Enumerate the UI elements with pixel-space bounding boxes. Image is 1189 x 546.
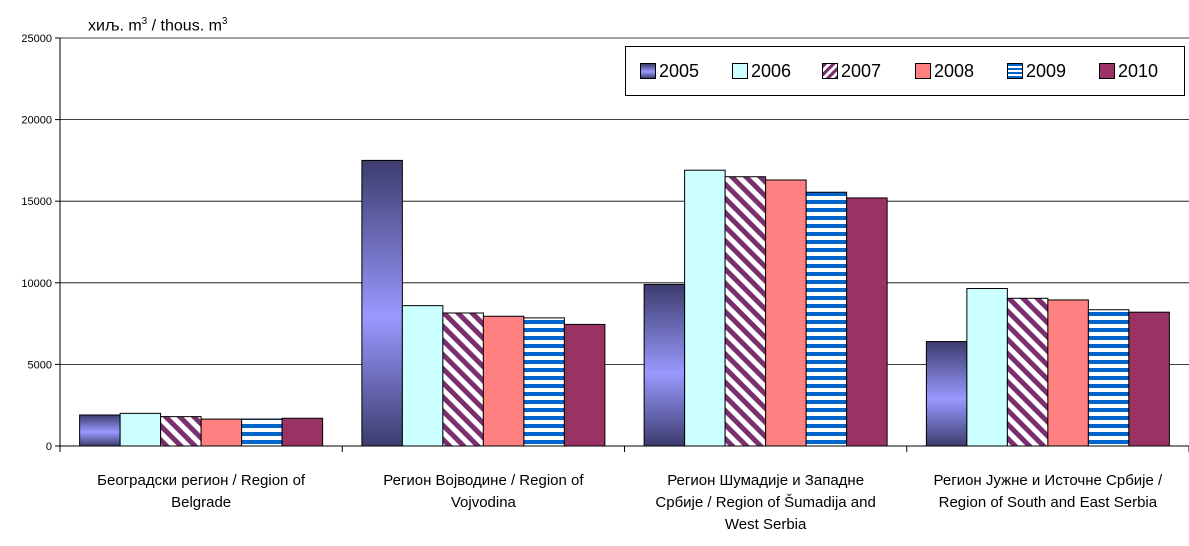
axes — [55, 37, 1189, 452]
legend-item-2010: 2010 — [1099, 61, 1158, 81]
legend-item-2007: 2007 — [822, 61, 881, 81]
legend-label: 2009 — [1026, 60, 1067, 81]
bar-2007-cat-3 — [1006, 297, 1049, 447]
x-category-label-line: Регион Јужне и Источне Србије / — [933, 472, 1163, 489]
bar-2006-cat-0 — [119, 412, 162, 447]
x-category-label: Београдски регион / Region of Belgrade — [66, 470, 336, 514]
y-tick-label: 10000 — [21, 278, 52, 290]
x-category-label-line: Београдски регион / Region of — [97, 472, 306, 489]
x-category-label-line: Регион Војводине / Region of — [383, 472, 584, 489]
legend-swatch — [1099, 63, 1115, 79]
y-tick-label: 5000 — [28, 359, 52, 371]
x-category-label-line: Belgrade — [171, 494, 232, 511]
bar-2005-cat-0 — [79, 414, 121, 447]
bar-2006-cat-3 — [966, 288, 1008, 447]
y-tick-labels: 0 5000 10000 15000 20000 25000 — [21, 33, 52, 453]
x-category-label: Регион Шумадије и Западне Србије / Region… — [631, 470, 901, 536]
y-tick-label: 15000 — [21, 196, 52, 208]
bar-2008-cat-3 — [1047, 299, 1089, 447]
bar-2007-cat-2 — [724, 176, 767, 447]
legend-swatch — [915, 63, 931, 79]
legend-label: 2005 — [659, 60, 700, 81]
bar-2005-cat-2 — [643, 283, 686, 447]
x-category-label-line: West Serbia — [724, 516, 807, 533]
y-tick-label: 20000 — [21, 115, 52, 127]
legend-swatch — [640, 63, 656, 79]
legend: 2005 2006 2007 2008 2009 2010 — [625, 46, 1185, 96]
legend-label: 2006 — [751, 60, 792, 81]
y-axis-label: хиљ. m3 / thous. m3 — [88, 16, 228, 35]
bar-2009-cat-2 — [805, 191, 848, 447]
bar-2005-cat-1 — [361, 159, 403, 447]
legend-label: 2007 — [841, 60, 882, 81]
bar-2006-cat-2 — [684, 169, 726, 447]
bar-2005-cat-3 — [925, 341, 968, 447]
bar-2009-cat-3 — [1087, 309, 1130, 447]
y-tick-label: 0 — [46, 441, 52, 453]
legend-label: 2010 — [1118, 60, 1159, 81]
bar-2010-cat-3 — [1128, 311, 1170, 447]
x-category-label: Регион Јужне и Источне Србије / Region of… — [913, 470, 1183, 514]
legend-swatch — [1007, 63, 1023, 79]
legend-item-2005: 2005 — [640, 61, 699, 81]
bar-2010-cat-2 — [846, 197, 888, 447]
legend-label: 2008 — [934, 60, 975, 81]
x-category-label-line: Region of South and East Serbia — [938, 494, 1158, 511]
bar-2008-cat-2 — [765, 179, 807, 447]
legend-swatch — [732, 63, 748, 79]
bar-2010-cat-1 — [563, 323, 606, 447]
legend-item-2008: 2008 — [915, 61, 974, 81]
x-category-label: Регион Војводине / Region of Vojvodina — [348, 470, 618, 514]
bar-2010-cat-0 — [281, 417, 324, 447]
bar-2007-cat-0 — [160, 416, 202, 447]
y-tick-label: 25000 — [21, 33, 52, 45]
bar-2009-cat-0 — [241, 418, 283, 447]
bars — [79, 159, 1170, 447]
bar-2008-cat-1 — [482, 315, 525, 447]
bar-2008-cat-0 — [200, 418, 243, 447]
legend-swatch — [822, 63, 838, 79]
x-category-label-line: Регион Шумадије и Западне — [667, 472, 865, 489]
x-category-label-line: Србије / Region of Šumadija and — [655, 494, 876, 511]
legend-item-2006: 2006 — [732, 61, 791, 81]
legend-item-2009: 2009 — [1007, 61, 1066, 81]
bar-2006-cat-1 — [401, 305, 444, 447]
x-category-label-line: Vojvodina — [450, 494, 516, 511]
y-axis-label-sup-2: 3 — [221, 16, 228, 27]
bar-2009-cat-1 — [523, 317, 565, 447]
bar-2007-cat-1 — [442, 312, 484, 447]
